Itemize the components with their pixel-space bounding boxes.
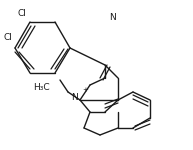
Text: H₃C: H₃C bbox=[33, 84, 50, 93]
Text: Cl: Cl bbox=[3, 33, 12, 42]
Text: N: N bbox=[72, 93, 78, 102]
Text: N: N bbox=[110, 14, 116, 22]
Text: +: + bbox=[82, 87, 88, 93]
Text: Cl: Cl bbox=[17, 9, 26, 18]
